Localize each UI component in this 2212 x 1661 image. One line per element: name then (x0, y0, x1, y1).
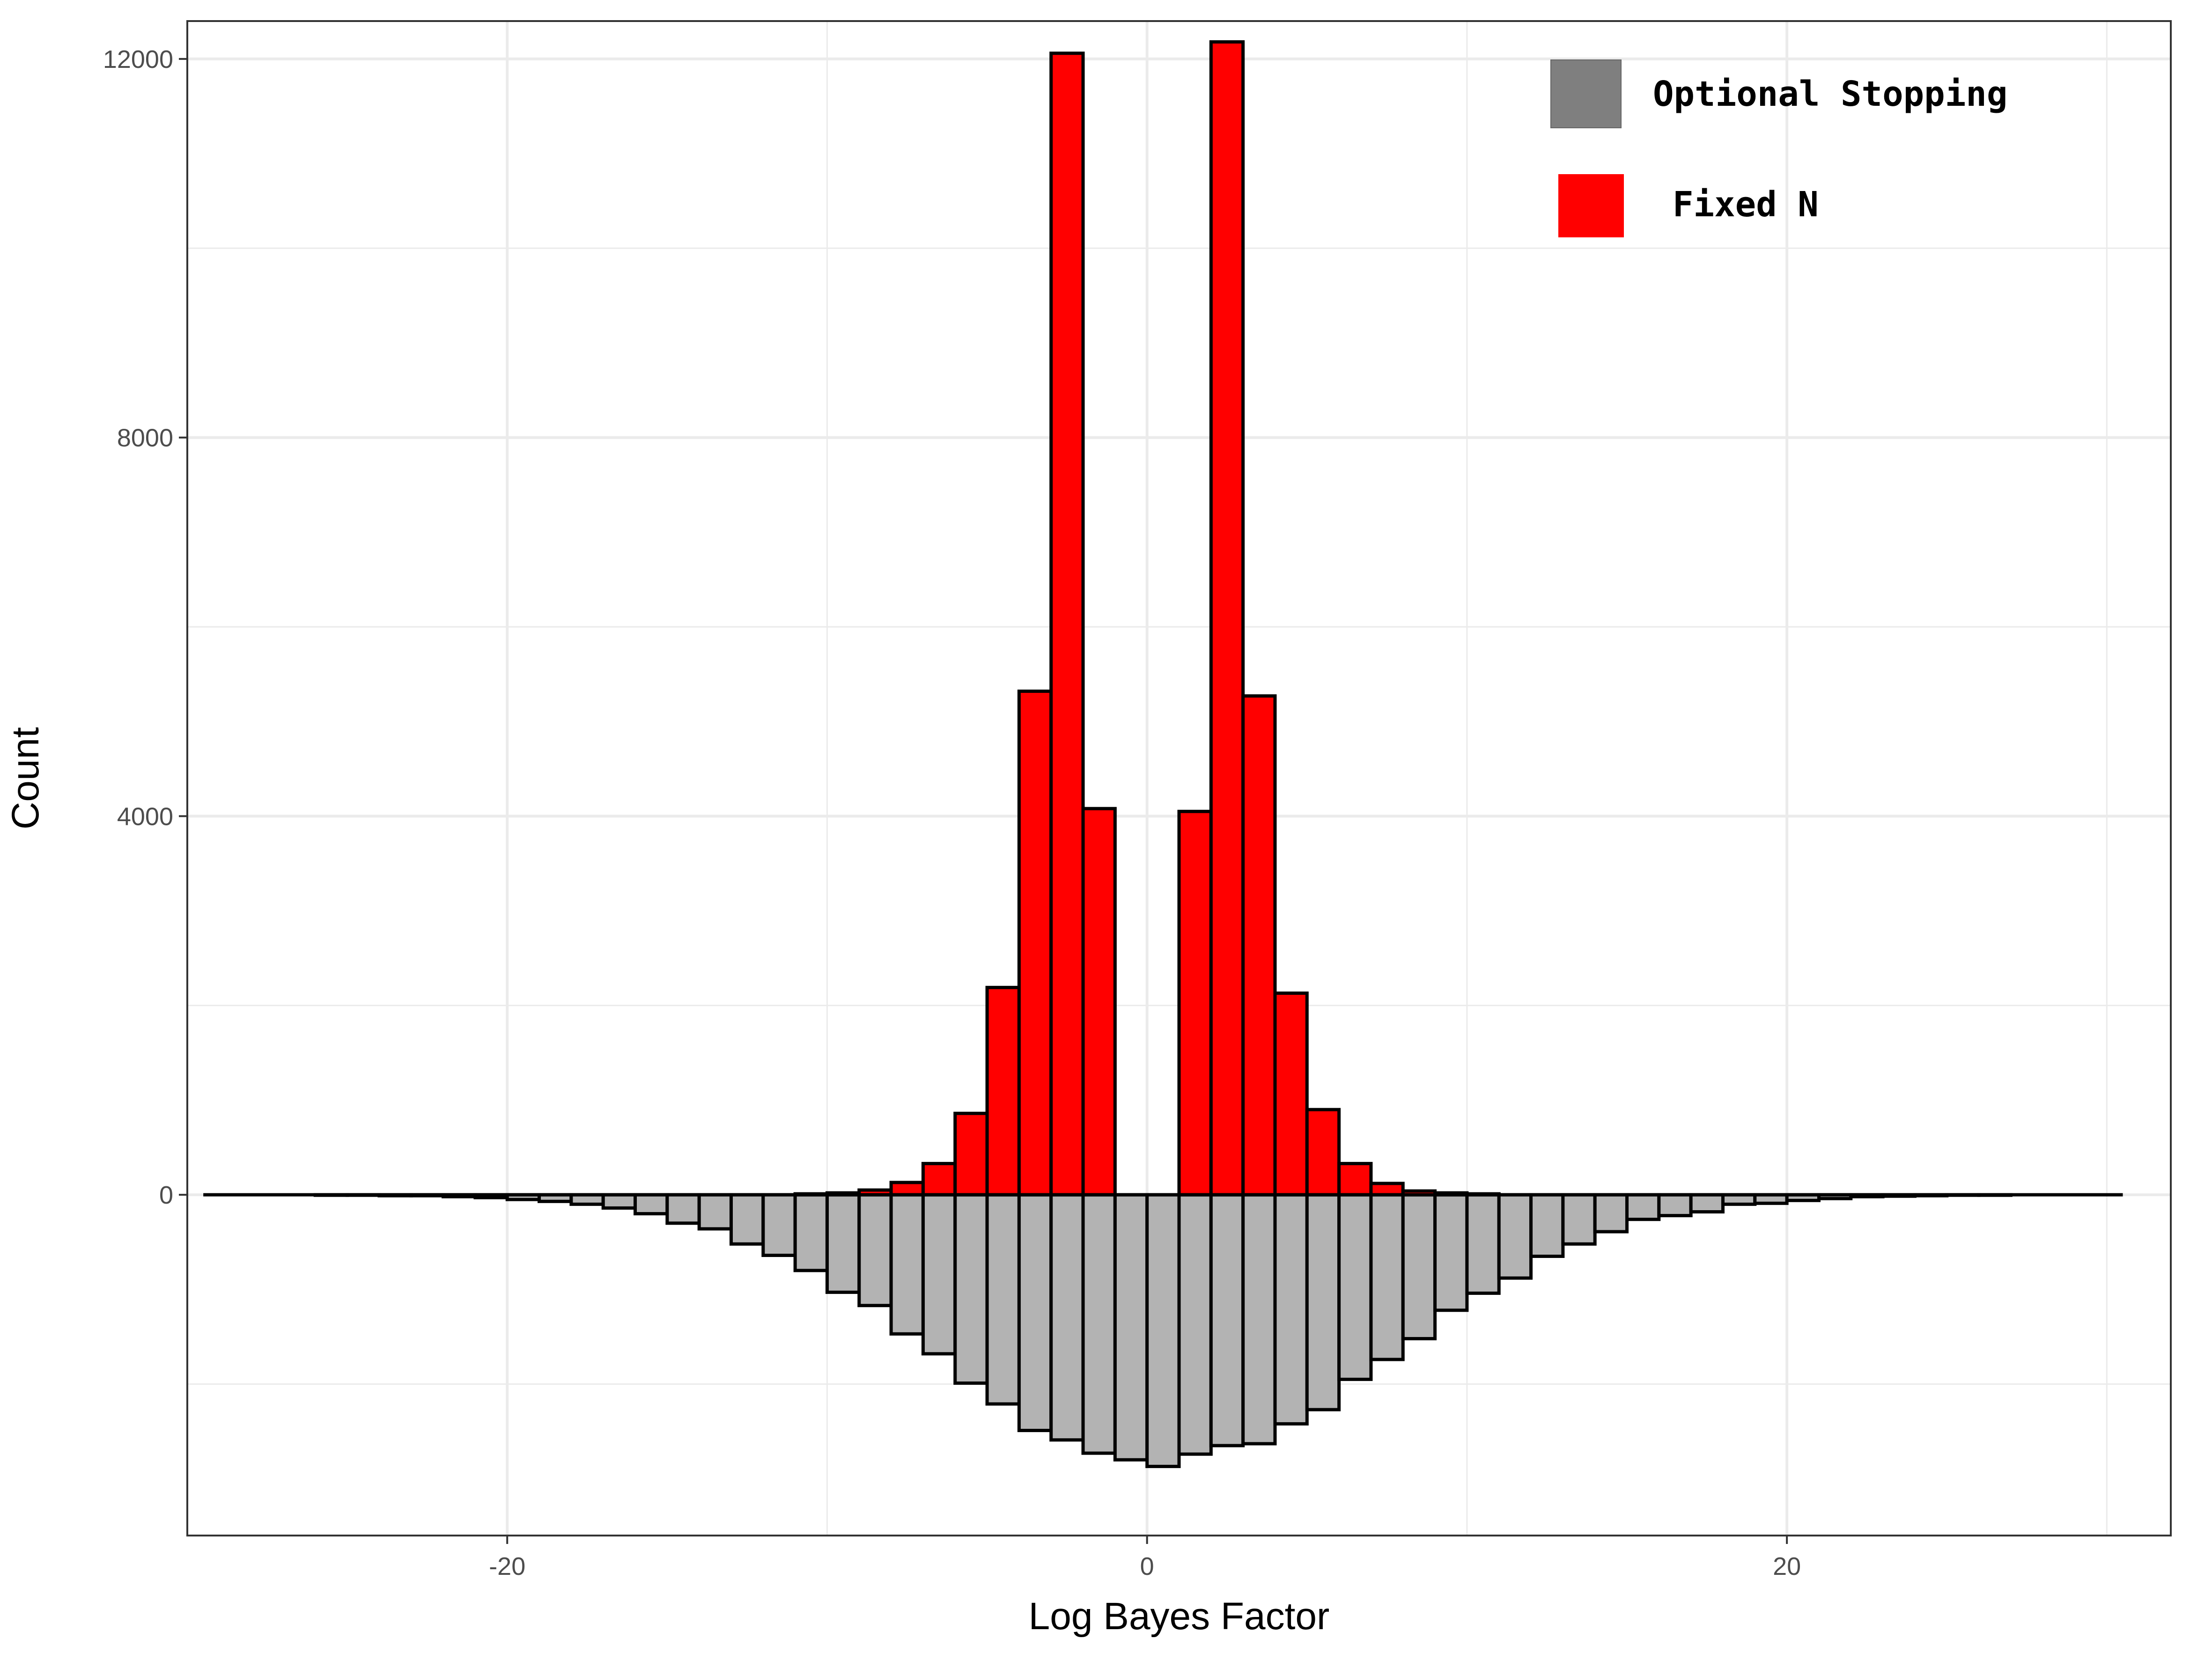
fixed-n-bar (1209, 40, 1245, 1197)
fixed-n-bar (1081, 807, 1117, 1197)
optional-stopping-bar (1529, 1193, 1565, 1258)
optional-stopping-bar (1273, 1193, 1309, 1426)
optional-stopping-bar (921, 1193, 957, 1356)
y-tick-label: 8000 (117, 424, 173, 452)
legend-label-optional-stopping: Optional Stopping (1653, 74, 2007, 114)
optional-stopping-bar (1465, 1193, 1501, 1295)
fixed-n-bar (953, 1111, 989, 1197)
optional-stopping-bar (1145, 1193, 1181, 1468)
x-axis-ticks: -20 0 20 (489, 1536, 1801, 1580)
fixed-n-bar (985, 985, 1021, 1197)
y-tick-label: 4000 (117, 802, 173, 830)
legend-key-optional-stopping (1550, 59, 1622, 128)
fixed-n-bar (889, 1181, 925, 1197)
optional-stopping-bar (1497, 1193, 1533, 1280)
fixed-n-bar (1337, 1161, 1373, 1197)
fixed-n-bar (921, 1161, 957, 1197)
optional-stopping-bar (665, 1193, 701, 1225)
fixed-n-bar (1369, 1182, 1405, 1197)
optional-stopping-bar (1593, 1193, 1629, 1234)
optional-stopping-bar (1657, 1193, 1693, 1218)
fixed-n-bar (1241, 694, 1277, 1197)
y-tick-label: 12000 (103, 45, 173, 73)
y-tick-label: 0 (159, 1181, 173, 1209)
optional-stopping-bar (1625, 1193, 1661, 1221)
optional-stopping-bar (761, 1193, 797, 1257)
fixed-n-bar (1049, 51, 1085, 1197)
optional-stopping-bar (793, 1193, 829, 1272)
fixed-n-bar (1177, 809, 1213, 1197)
legend: Optional Stopping Fixed N (1550, 59, 2007, 237)
x-tick-label: 20 (1773, 1552, 1801, 1580)
optional-stopping-bar (1305, 1193, 1341, 1411)
optional-stopping-bar (601, 1193, 637, 1210)
optional-stopping-bar (1689, 1193, 1725, 1214)
optional-stopping-bar (729, 1193, 765, 1246)
optional-stopping-bar (1241, 1193, 1277, 1446)
optional-stopping-bar (1113, 1193, 1149, 1462)
optional-stopping-bar (697, 1193, 733, 1231)
optional-stopping-bar (1081, 1193, 1117, 1455)
y-axis-title: Count (4, 727, 47, 830)
optional-stopping-bar (953, 1193, 989, 1385)
x-tick-label: 0 (1140, 1552, 1154, 1580)
optional-stopping-bar (857, 1193, 893, 1308)
panel-border (186, 20, 2172, 1536)
optional-stopping-bar (1369, 1193, 1405, 1361)
fixed-n-bar (1305, 1108, 1341, 1197)
optional-stopping-bar (634, 1193, 669, 1216)
fixed-n-bar (1273, 991, 1309, 1197)
optional-stopping-bar (1337, 1193, 1373, 1381)
optional-stopping-bars (313, 1193, 2013, 1468)
legend-key-fixed-n (1558, 174, 1624, 237)
optional-stopping-bar (1561, 1193, 1597, 1246)
x-tick-label: -20 (489, 1552, 525, 1580)
optional-stopping-bar (1049, 1193, 1085, 1442)
optional-stopping-bar (985, 1193, 1021, 1406)
optional-stopping-bar (1401, 1193, 1437, 1340)
optional-stopping-bar (889, 1193, 925, 1336)
legend-label-fixed-n: Fixed N (1673, 184, 1819, 225)
optional-stopping-bar (1433, 1193, 1469, 1312)
optional-stopping-bar (1017, 1193, 1053, 1433)
x-axis-title: Log Bayes Factor (1029, 1595, 1330, 1638)
optional-stopping-bar (825, 1193, 861, 1294)
fixed-n-bar (1017, 689, 1053, 1197)
y-axis-ticks: 0 4000 8000 12000 (103, 45, 187, 1209)
optional-stopping-bar (1209, 1193, 1245, 1448)
optional-stopping-bar (1177, 1193, 1213, 1456)
